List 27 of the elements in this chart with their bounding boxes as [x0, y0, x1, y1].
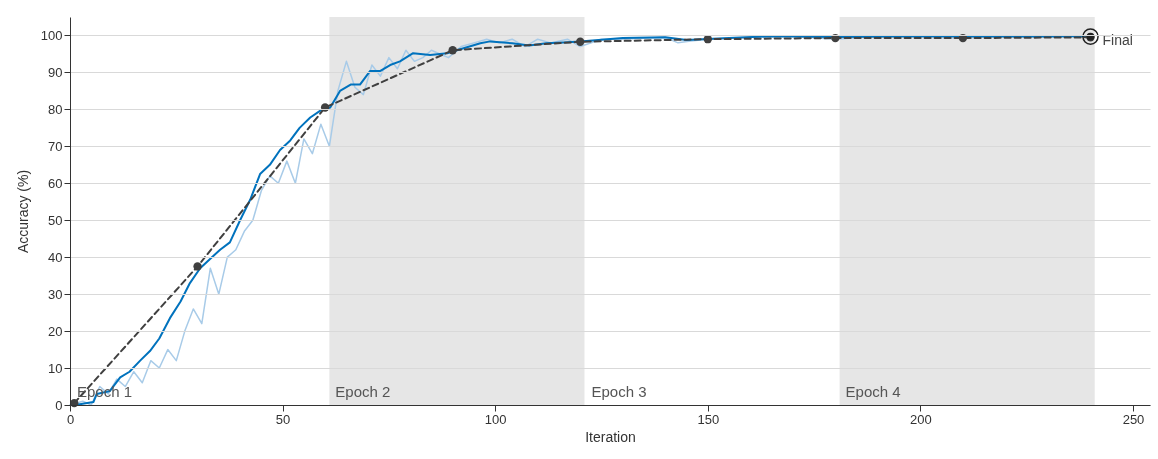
x-tick-label: 150 — [697, 411, 720, 427]
x-axis-title: Iteration — [585, 428, 636, 445]
point — [448, 46, 457, 55]
x-tick-label: 100 — [484, 411, 507, 427]
x-tick-label: 0 — [66, 411, 75, 427]
y-tick-label: 20 — [48, 323, 63, 339]
band-label: Epoch 4 — [845, 383, 901, 400]
y-tick-label: 70 — [48, 138, 63, 154]
y-tick-label: 50 — [48, 212, 63, 228]
y-axis-title: Accuracy (%) — [14, 169, 31, 254]
y-tick-label: 100 — [40, 27, 63, 43]
point — [576, 37, 585, 46]
point — [193, 262, 202, 271]
x-tick-label: 250 — [1122, 411, 1145, 427]
point — [1082, 28, 1099, 45]
annotation: Epoch 3 — [591, 383, 647, 400]
y-tick-label: 80 — [48, 101, 63, 117]
y-tick-label: 0 — [55, 397, 63, 413]
y-tick-label: 90 — [48, 64, 63, 80]
y-tick-label: 30 — [48, 286, 63, 302]
y-tick-label: 60 — [48, 175, 63, 191]
point — [703, 35, 712, 44]
y-tick-label: 10 — [48, 360, 63, 376]
band-label: Epoch 2 — [335, 383, 391, 400]
x-tick-label: 200 — [910, 411, 932, 427]
y-tick-label: 40 — [48, 249, 63, 265]
x-tick-label: 50 — [275, 411, 291, 427]
